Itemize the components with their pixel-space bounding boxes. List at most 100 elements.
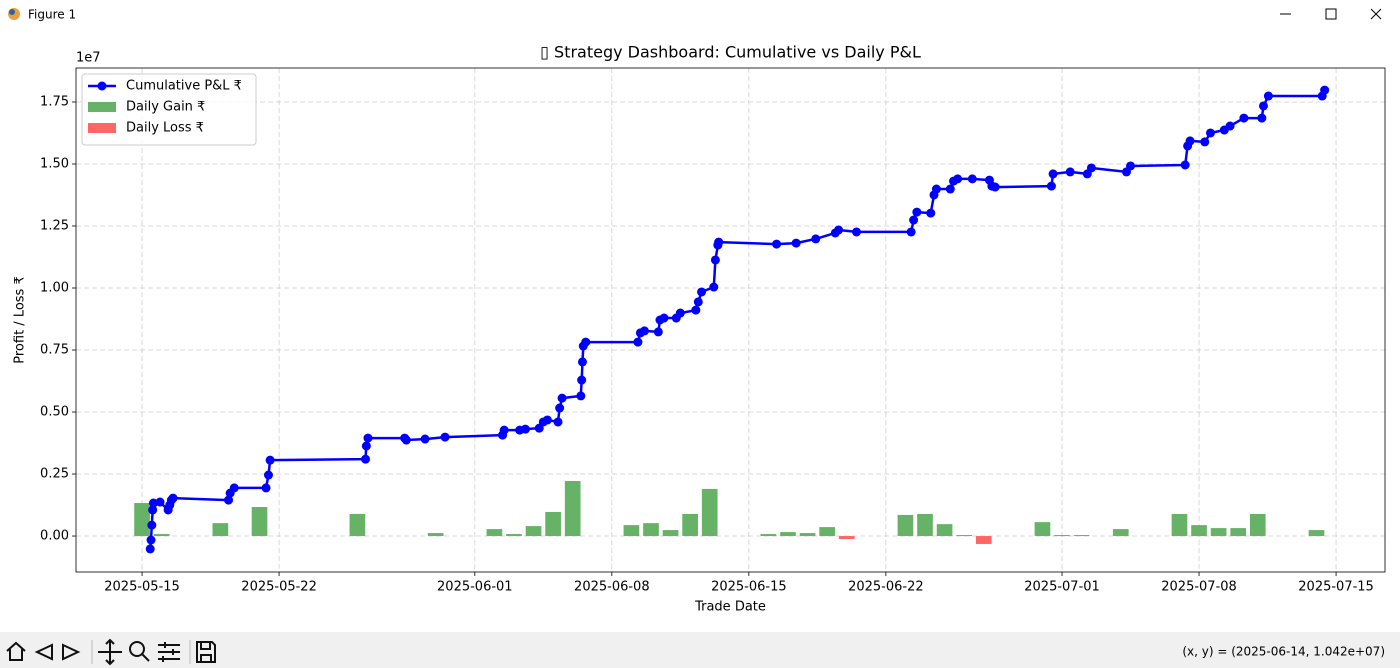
bar	[682, 513, 698, 537]
y-tick-label: 1.50	[40, 156, 69, 171]
x-tick-label: 2025-06-01	[437, 580, 513, 595]
bar	[486, 529, 503, 537]
legend-box	[81, 73, 257, 146]
marker	[1200, 137, 1210, 147]
x-tick-label: 2025-06-15	[711, 580, 787, 595]
marker	[224, 495, 234, 505]
maximize-button[interactable]	[1325, 8, 1337, 20]
y-axis-label: Profit / Loss ₹	[13, 276, 28, 363]
marker	[229, 483, 239, 493]
marker	[542, 415, 552, 425]
marker	[576, 391, 586, 401]
marker	[1263, 91, 1273, 101]
marker	[1239, 113, 1249, 123]
marker	[772, 239, 782, 249]
marker	[577, 357, 587, 367]
marker	[261, 483, 271, 493]
bar	[1112, 529, 1129, 537]
marker	[1048, 169, 1058, 179]
chart-title: ▯ Strategy Dashboard: Cumulative vs Dail…	[540, 43, 921, 62]
legend-label: Daily Gain ₹	[126, 100, 205, 115]
bar	[251, 507, 268, 537]
bar	[349, 513, 366, 537]
marker	[557, 393, 567, 403]
bar	[525, 526, 542, 537]
marker	[710, 255, 720, 265]
bar	[975, 536, 992, 544]
bar	[936, 524, 953, 537]
x-tick-label: 2025-06-22	[848, 580, 924, 595]
marker	[791, 238, 801, 248]
marker	[926, 208, 936, 218]
zoom-button[interactable]	[129, 641, 150, 662]
marker	[263, 470, 273, 480]
marker	[155, 497, 165, 507]
y-tick-label: 1.25	[40, 218, 69, 233]
toolbar-buttons	[6, 638, 216, 666]
save-button[interactable]	[196, 641, 216, 663]
bar	[212, 523, 229, 537]
marker	[361, 454, 371, 464]
marker	[639, 326, 649, 336]
bar	[1073, 535, 1090, 537]
marker	[577, 375, 587, 385]
legend-label: Daily Loss ₹	[126, 121, 204, 136]
marker	[1258, 101, 1268, 111]
marker	[953, 174, 963, 184]
bar	[1249, 513, 1266, 537]
forward-button[interactable]	[62, 643, 81, 661]
marker	[693, 297, 703, 307]
marker	[401, 435, 411, 445]
marker	[834, 225, 844, 235]
marker	[1225, 121, 1235, 131]
marker	[1180, 160, 1190, 170]
marker	[909, 215, 919, 225]
bar	[1210, 528, 1227, 537]
bar	[506, 534, 522, 537]
marker	[1086, 163, 1096, 173]
bar	[917, 513, 933, 537]
legend-marker	[97, 81, 107, 91]
marker	[967, 174, 977, 184]
marker	[653, 327, 663, 337]
legend-label: Cumulative P&L ₹	[126, 79, 242, 94]
bar	[760, 534, 777, 537]
home-button[interactable]	[6, 641, 26, 661]
y-tick-label: 0.25	[40, 467, 69, 482]
close-button[interactable]	[1370, 8, 1382, 20]
marker	[1185, 136, 1195, 146]
marker	[148, 505, 158, 515]
marker	[675, 308, 685, 318]
bar	[427, 533, 444, 537]
marker	[697, 287, 707, 297]
marker	[906, 227, 916, 237]
bar	[897, 514, 914, 537]
legend-swatch	[88, 102, 116, 112]
y-tick-label: 0.75	[40, 343, 69, 358]
marker	[440, 432, 450, 442]
x-tick-label: 2025-06-08	[574, 580, 650, 595]
marker	[709, 282, 719, 292]
app-icon	[8, 8, 20, 20]
marker	[146, 535, 156, 545]
pan-button[interactable]	[98, 638, 122, 666]
x-tick-label: 2025-07-01	[1024, 580, 1100, 595]
marker	[581, 337, 591, 347]
marker	[931, 184, 941, 194]
bar	[1308, 530, 1325, 537]
x-tick-label: 2025-07-08	[1161, 580, 1237, 595]
marker	[1065, 167, 1075, 177]
y-tick-label: 0.50	[40, 405, 69, 420]
marker	[1320, 85, 1330, 95]
bar	[643, 523, 659, 537]
status-text: (x, y) = (2025-06-14, 1.042e+07)	[1182, 645, 1385, 659]
marker	[145, 544, 155, 554]
marker	[852, 227, 862, 237]
legend-swatch	[88, 123, 116, 133]
configure-button[interactable]	[158, 642, 180, 662]
back-button[interactable]	[34, 643, 53, 661]
marker	[1257, 113, 1267, 123]
y-offset-label: 1e7	[76, 51, 101, 66]
